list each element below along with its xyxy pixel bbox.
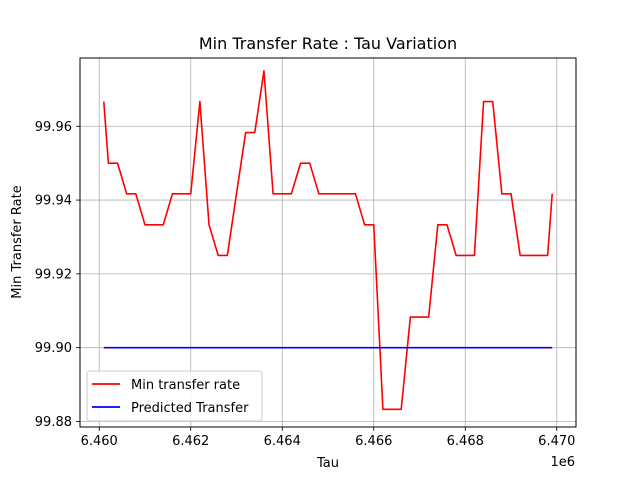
x-axis-offset-label: 1e6 bbox=[550, 455, 575, 470]
y-tick-label: 99.88 bbox=[35, 415, 72, 430]
legend-label-min-transfer-rate: Min transfer rate bbox=[131, 378, 240, 393]
chart-title: Min Transfer Rate : Tau Variation bbox=[199, 34, 457, 53]
series-line-min-transfer-rate bbox=[102, 70, 554, 411]
legend-label-predicted-transfer: Predicted Transfer bbox=[131, 401, 249, 416]
x-tick-label: 6.460 bbox=[81, 434, 118, 449]
y-tick-label: 99.90 bbox=[35, 341, 72, 356]
legend: Min transfer rate Predicted Transfer bbox=[86, 370, 263, 422]
series-layer bbox=[102, 70, 554, 411]
x-tick-label: 6.466 bbox=[355, 434, 392, 449]
x-tick-label: 6.462 bbox=[172, 434, 209, 449]
y-tick-label: 99.92 bbox=[35, 267, 72, 282]
y-tick-label: 99.94 bbox=[35, 194, 72, 209]
y-axis-label: Min Transfer Rate bbox=[10, 185, 25, 298]
x-tick-label: 6.464 bbox=[264, 434, 301, 449]
x-tick-label: 6.468 bbox=[447, 434, 484, 449]
legend-box bbox=[86, 370, 263, 422]
y-tick-label: 99.96 bbox=[35, 120, 72, 135]
x-tick-label: 6.470 bbox=[538, 434, 575, 449]
x-axis-label: Tau bbox=[316, 456, 339, 471]
plot-frame bbox=[79, 57, 577, 428]
axis-ticks: 6.460 6.462 6.464 6.466 6.468 6.470 99.88 99.90… bbox=[35, 120, 576, 449]
